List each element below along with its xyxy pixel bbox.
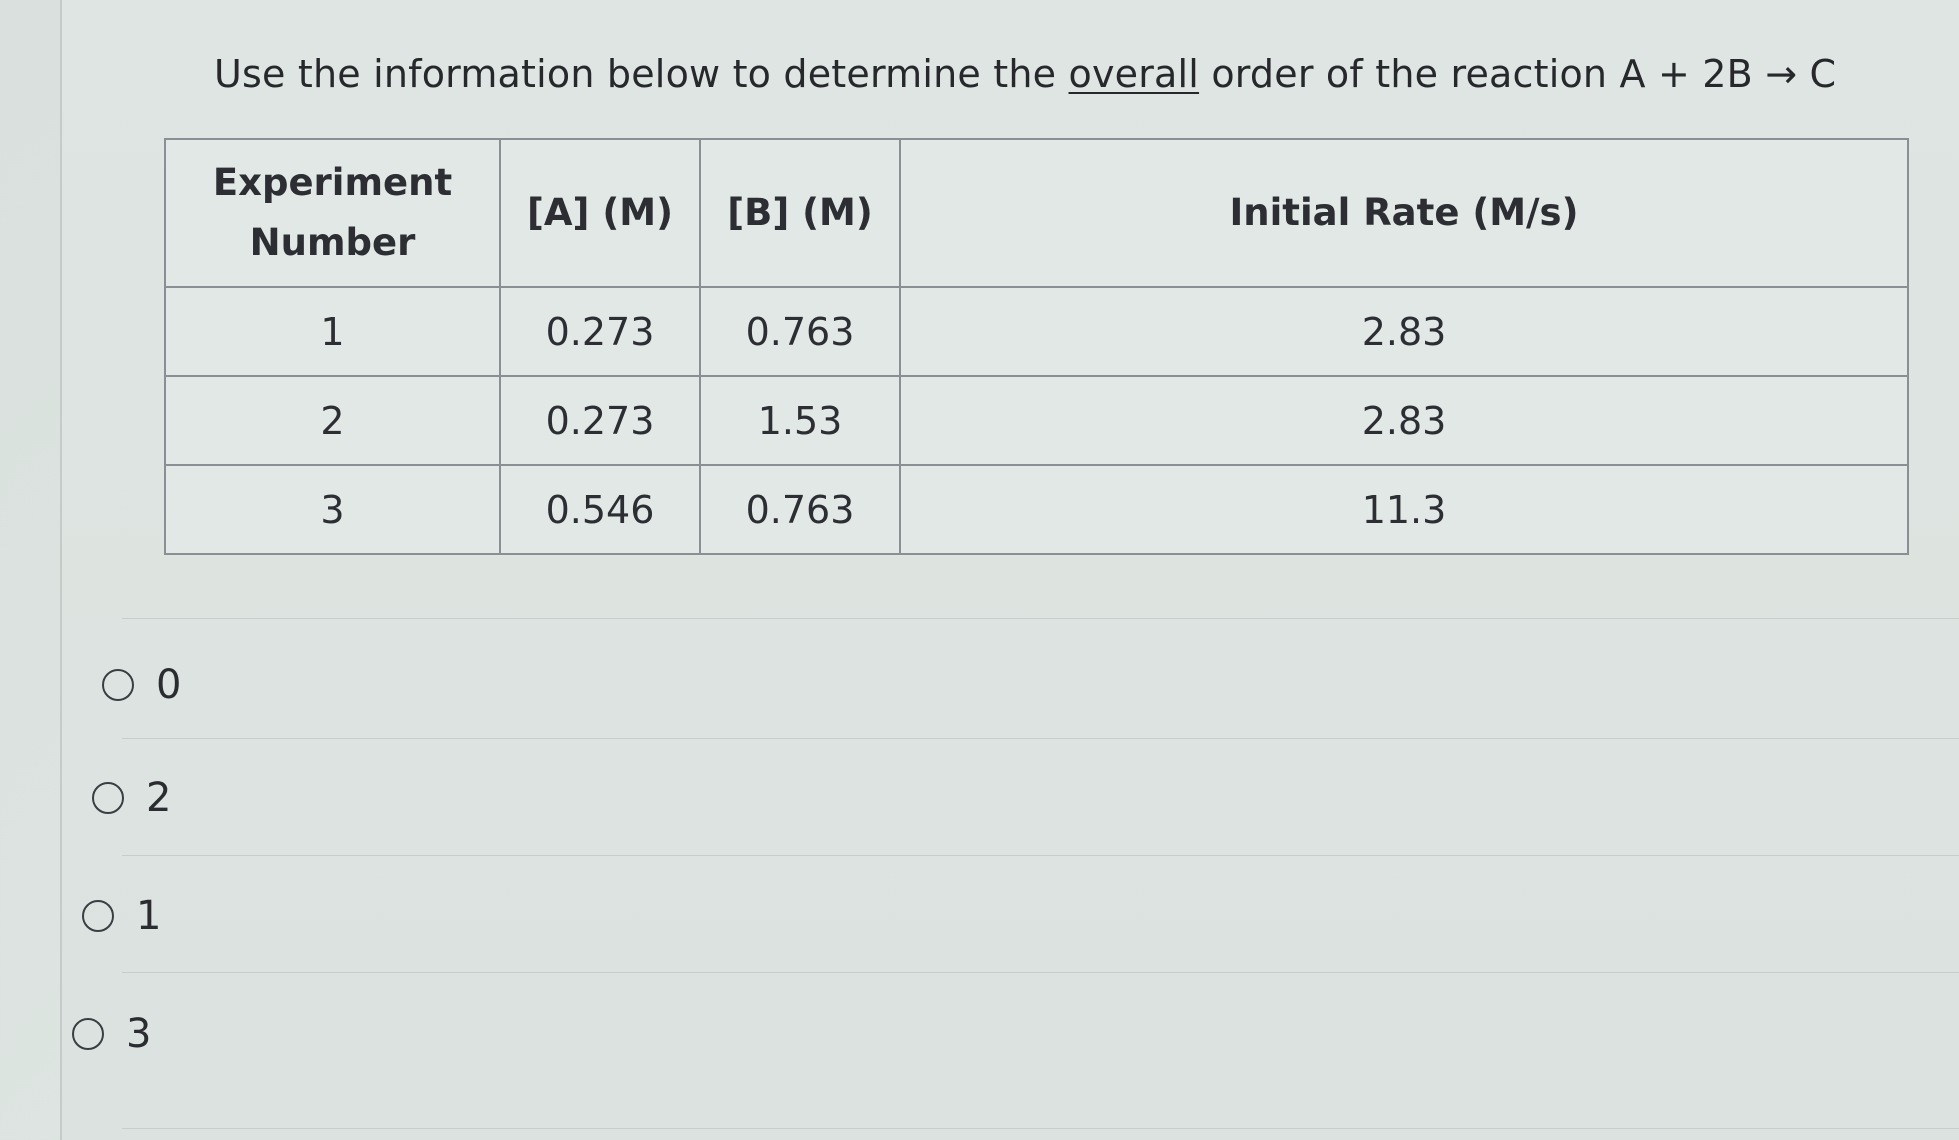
divider [122, 855, 1959, 856]
question-page: Use the information below to determine t… [60, 0, 1959, 1140]
cell-conc-a: 0.273 [499, 375, 701, 466]
divider [122, 972, 1959, 973]
answer-option-label: 0 [156, 662, 182, 708]
question-emphasis: overall [1068, 52, 1200, 96]
question-text: Use the information below to determine t… [214, 52, 1836, 96]
cell-conc-a: 0.546 [499, 464, 701, 555]
cell-conc-a: 0.273 [499, 286, 701, 377]
radio-button-icon[interactable] [82, 900, 114, 932]
question-text-before: Use the information below to determine t… [214, 52, 1069, 96]
divider [122, 738, 1959, 739]
question-text-after: order of the reaction A + 2B → C [1199, 52, 1837, 96]
table-header-row: Experiment Number [A] (M) [B] (M) Initia… [164, 138, 1909, 288]
answer-option-2[interactable]: 2 [92, 775, 171, 821]
radio-button-icon[interactable] [92, 782, 124, 814]
divider [122, 1128, 1959, 1129]
radio-button-icon[interactable] [102, 669, 134, 701]
answer-option-label: 3 [126, 1011, 152, 1057]
answer-option-label: 1 [136, 893, 162, 939]
cell-experiment: 2 [164, 375, 501, 466]
answer-option-0[interactable]: 0 [102, 662, 181, 708]
answer-option-3[interactable]: 3 [72, 1011, 151, 1057]
header-initial-rate: Initial Rate (M/s) [899, 138, 1909, 288]
radio-button-icon[interactable] [72, 1018, 104, 1050]
cell-rate: 2.83 [899, 375, 1909, 466]
answer-option-1[interactable]: 1 [82, 893, 161, 939]
cell-experiment: 1 [164, 286, 501, 377]
rate-data-table: Experiment Number [A] (M) [B] (M) Initia… [164, 138, 1909, 555]
cell-conc-b: 0.763 [699, 286, 901, 377]
table-row: 1 0.273 0.763 2.83 [164, 286, 1909, 377]
cell-experiment: 3 [164, 464, 501, 555]
divider [122, 618, 1959, 619]
table-row: 2 0.273 1.53 2.83 [164, 375, 1909, 466]
header-concentration-a: [A] (M) [499, 138, 701, 288]
rate-data-table-container: Experiment Number [A] (M) [B] (M) Initia… [164, 138, 1909, 555]
cell-rate: 2.83 [899, 286, 1909, 377]
header-experiment-number: Experiment Number [164, 138, 501, 288]
header-concentration-b: [B] (M) [699, 138, 901, 288]
answer-option-label: 2 [146, 775, 172, 821]
cell-conc-b: 0.763 [699, 464, 901, 555]
table-row: 3 0.546 0.763 11.3 [164, 464, 1909, 555]
cell-conc-b: 1.53 [699, 375, 901, 466]
cell-rate: 11.3 [899, 464, 1909, 555]
